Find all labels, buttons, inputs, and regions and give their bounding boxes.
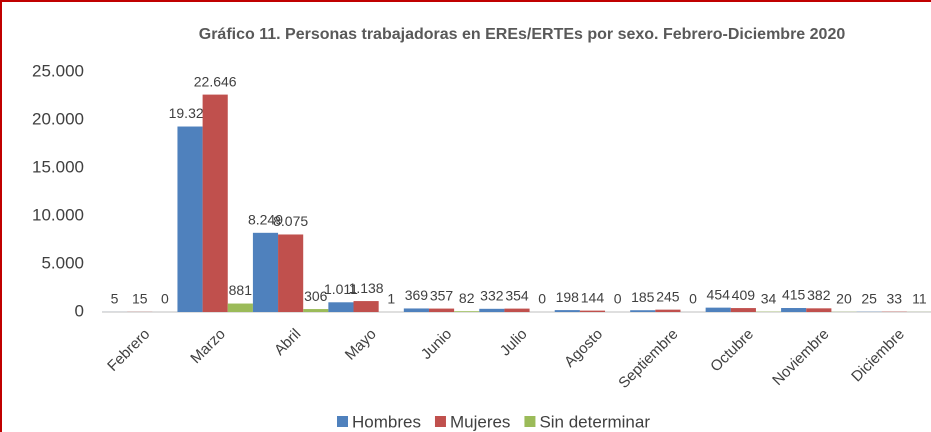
data-label: 11 — [912, 291, 927, 307]
data-label: 22.646 — [194, 73, 237, 89]
legend-swatch — [434, 416, 446, 427]
data-label: 19.321 — [169, 105, 212, 121]
y-tick-label: 15.000 — [32, 157, 84, 176]
x-tick-label: Noviembre — [769, 326, 832, 389]
data-label: 25 — [861, 290, 877, 306]
data-label: 8.249 — [248, 212, 283, 228]
x-tick-label: Junio — [418, 326, 455, 363]
x-tick-label: Abril — [271, 326, 304, 359]
data-label: 306 — [304, 288, 328, 304]
bar — [403, 308, 429, 312]
bar — [428, 308, 455, 312]
bar — [252, 232, 279, 312]
x-tick-label: Septiembre — [615, 326, 681, 392]
data-label: 0 — [614, 291, 622, 307]
bar — [278, 234, 304, 312]
bar — [554, 310, 580, 312]
data-label: 454 — [707, 286, 731, 302]
legend-label: Sin determinar — [539, 412, 650, 431]
data-label: 198 — [556, 289, 580, 305]
data-label: 1.011 — [324, 281, 358, 297]
data-label: 1 — [387, 291, 395, 307]
data-label: 5 — [111, 291, 119, 307]
y-tick-label: 5.000 — [41, 253, 84, 272]
y-tick-label: 0 — [75, 301, 84, 320]
y-tick-label: 20.000 — [32, 109, 84, 128]
data-label: 33 — [886, 290, 902, 306]
data-label: 0 — [689, 291, 697, 307]
bar — [177, 126, 203, 312]
data-label: 185 — [631, 289, 655, 305]
x-tick-label: Julio — [497, 326, 531, 360]
data-label: 354 — [505, 287, 529, 303]
legend-label: Mujeres — [450, 412, 510, 431]
bar — [454, 311, 480, 312]
data-label: 409 — [732, 287, 756, 303]
data-label: 0 — [161, 291, 169, 307]
data-label: 881 — [229, 282, 253, 298]
data-label: 34 — [761, 290, 777, 306]
x-tick-label: Diciembre — [848, 326, 908, 386]
data-label: 15 — [132, 291, 148, 307]
bar — [328, 302, 354, 312]
data-label: 8.075 — [273, 213, 308, 229]
legend-swatch — [524, 416, 536, 427]
y-tick-label: 25.000 — [32, 61, 84, 80]
x-tick-label: Agosto — [561, 326, 606, 371]
bar — [479, 308, 505, 312]
x-tick-label: Febrero — [104, 326, 153, 375]
chart-title: Gráfico 11. Personas trabajadoras en ERE… — [198, 26, 846, 43]
bar — [781, 308, 807, 312]
bar — [202, 94, 228, 313]
data-label: 369 — [405, 287, 429, 303]
x-tick-label: Mayo — [342, 326, 380, 364]
data-label: 415 — [782, 287, 806, 303]
data-label: 382 — [807, 287, 831, 303]
x-tick-label: Marzo — [187, 326, 228, 367]
legend-label: Hombres — [352, 412, 421, 431]
data-label: 82 — [459, 290, 475, 306]
data-label: 20 — [836, 291, 852, 307]
bar — [630, 310, 656, 312]
x-tick-label: Octubre — [707, 326, 757, 376]
bar — [504, 308, 530, 312]
y-tick-label: 10.000 — [32, 205, 84, 224]
bar — [579, 310, 606, 312]
bar — [730, 308, 756, 312]
data-label: 1.138 — [349, 280, 384, 296]
data-label: 144 — [581, 289, 605, 305]
legend-swatch — [337, 416, 348, 427]
bar — [353, 301, 379, 312]
bar — [227, 303, 253, 312]
data-label: 332 — [480, 288, 504, 304]
data-label: 0 — [538, 291, 546, 307]
bar — [806, 308, 832, 312]
data-label: 245 — [656, 288, 680, 304]
bar — [303, 309, 329, 312]
bar — [705, 307, 731, 312]
bar — [655, 309, 681, 312]
data-label: 357 — [430, 287, 454, 303]
